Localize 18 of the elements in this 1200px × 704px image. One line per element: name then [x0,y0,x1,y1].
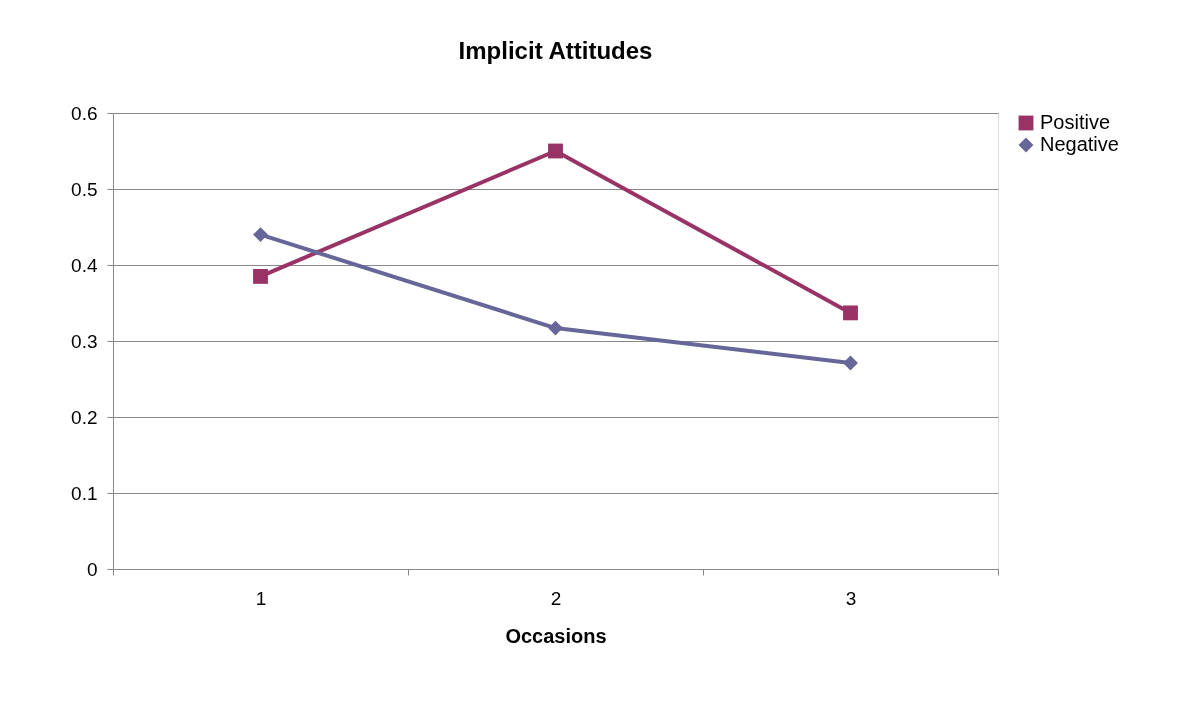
y-tick-label: 0.5 [71,178,98,200]
point [843,305,858,321]
y-tick-label: 0.4 [71,254,98,276]
chart-title: Implicit Attitudes [458,37,653,64]
y-tick-label: 0.6 [71,102,98,124]
y-tick-label: 0.1 [71,482,98,504]
x-tick-label: 1 [255,587,267,609]
x-axis-title: Occasions [505,624,607,647]
point [548,143,563,159]
legend-label: Positive [1040,111,1111,133]
x-tick-label: 3 [845,587,857,609]
legend-label: Negative [1040,133,1119,155]
x-tick-label: 2 [550,587,562,609]
y-tick-label: 0 [86,558,98,580]
y-tick-label: 0.3 [71,330,98,352]
point [253,227,268,243]
y-tick-label: 0.2 [71,406,98,428]
point [253,268,268,284]
